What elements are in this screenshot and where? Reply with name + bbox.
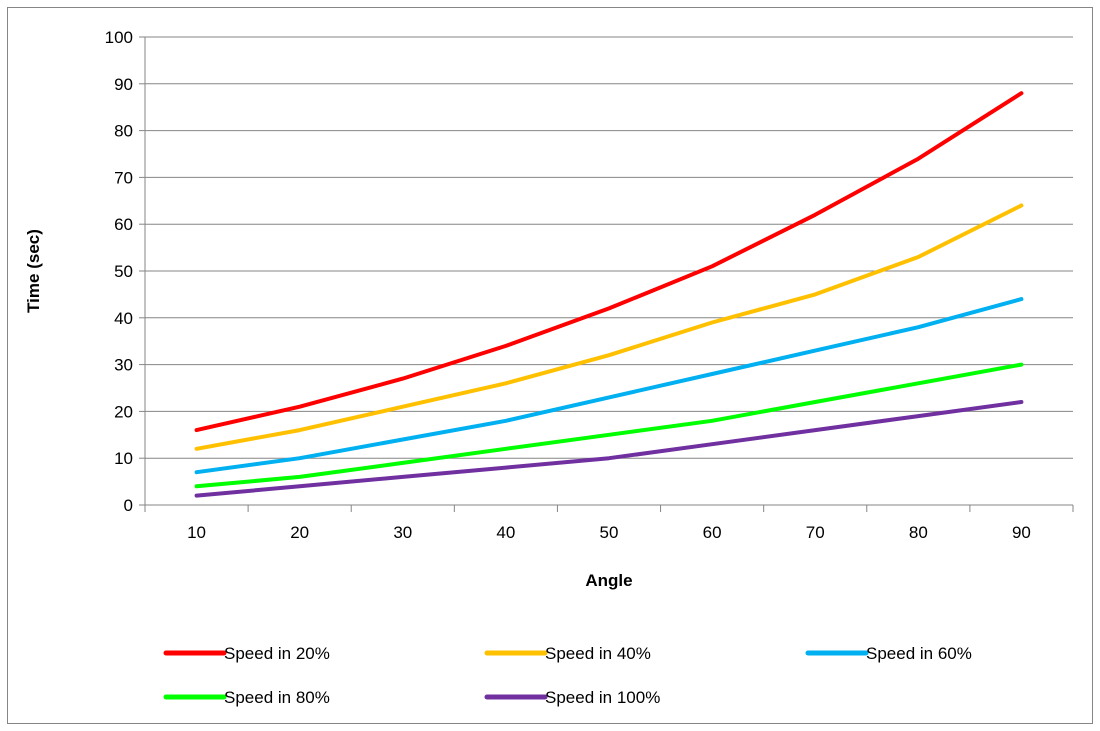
series-line-1 [194,91,1024,433]
legend-label: Speed in 20% [224,644,330,663]
y-tick-label: 90 [114,75,133,94]
series-line-3 [194,297,1024,475]
gridlines [145,36,1073,459]
x-tick-label: 80 [909,523,928,542]
y-axis-title: Time (sec) [24,229,43,313]
tick-labels: 0 10 20 30 40 50 60 70 80 90 100 10 20 30 40 50 60 70 80 90 [105,28,1031,542]
x-tick-label: 10 [187,523,206,542]
x-tick-label: 20 [290,523,309,542]
legend-label: Speed in 60% [866,644,972,663]
x-tick-label: 30 [393,523,412,542]
legend-item: Speed in 100% [484,688,660,707]
y-tick-label: 50 [114,262,133,281]
y-tick-label: 0 [124,496,133,515]
legend-item: Speed in 60% [805,644,972,663]
legend: Speed in 20% Speed in 40% Speed in 60% Spee… [163,644,972,707]
x-axis-title: Angle [585,571,632,590]
legend-label: Speed in 80% [224,688,330,707]
legend-item: Speed in 80% [163,688,330,707]
y-tick-label: 100 [105,28,133,47]
axes [139,36,1074,512]
x-tick-label: 90 [1012,523,1031,542]
x-tick-label: 50 [600,523,619,542]
y-tick-label: 20 [114,402,133,421]
x-tick-label: 70 [806,523,825,542]
series-lines [194,91,1024,498]
legend-item: Speed in 20% [163,644,330,663]
legend-item: Speed in 40% [484,644,651,663]
x-tick-label: 60 [703,523,722,542]
y-tick-label: 80 [114,122,133,141]
series-line-5 [194,400,1024,498]
series-line-4 [194,362,1024,489]
x-tick-label: 40 [496,523,515,542]
y-tick-label: 40 [114,309,133,328]
y-tick-label: 10 [114,449,133,468]
chart-border [7,7,1093,724]
y-tick-label: 30 [114,356,133,375]
legend-label: Speed in 40% [545,644,651,663]
legend-label: Speed in 100% [545,688,660,707]
series-line-2 [194,203,1024,451]
y-tick-label: 70 [114,168,133,187]
y-tick-label: 60 [114,215,133,234]
